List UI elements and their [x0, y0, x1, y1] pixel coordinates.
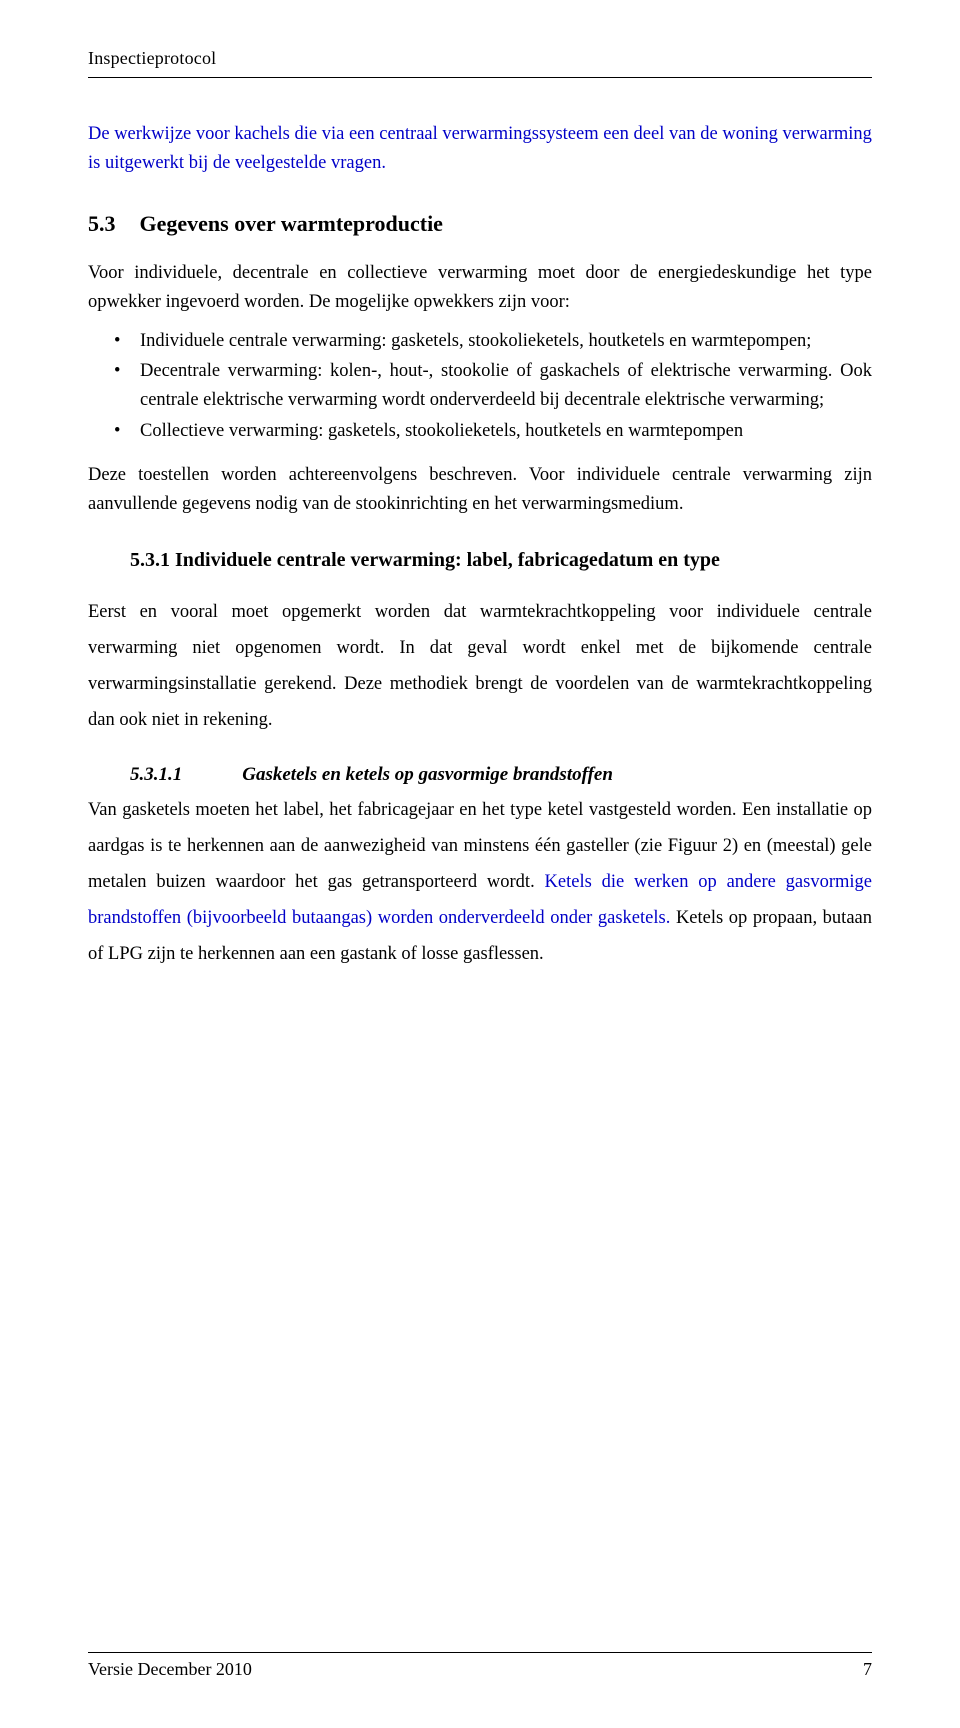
subsection-heading: 5.3.1 Individuele centrale verwarming: l… — [130, 549, 872, 572]
subsubsection-heading: 5.3.1.1 Gasketels en ketels op gasvormige… — [130, 764, 872, 786]
footer-page-number: 7 — [863, 1659, 872, 1680]
section-title: Gegevens over warmteproductie — [140, 211, 443, 236]
subsub-number: 5.3.1.1 — [130, 764, 182, 786]
page-footer: Versie December 2010 7 — [88, 1652, 872, 1680]
list-item: Individuele centrale verwarming: gaskete… — [88, 327, 872, 356]
list-item: Collectieve verwarming: gasketels, stook… — [88, 417, 872, 446]
list-item: Decentrale verwarming: kolen-, hout-, st… — [88, 357, 872, 414]
spacer — [88, 972, 872, 1652]
header-title: Inspectieprotocol — [88, 48, 216, 68]
section-after-list: Deze toestellen worden achtereenvolgens … — [88, 461, 872, 518]
section-heading: 5.3 Gegevens over warmteproductie — [88, 211, 872, 237]
section-lead: Voor individuele, decentrale en collecti… — [88, 259, 872, 316]
page-header: Inspectieprotocol — [88, 48, 872, 78]
page: Inspectieprotocol De werkwijze voor kach… — [0, 0, 960, 1728]
bullet-list: Individuele centrale verwarming: gaskete… — [88, 327, 872, 448]
subsection-para: Eerst en vooral moet opgemerkt worden da… — [88, 594, 872, 738]
footer-left: Versie December 2010 — [88, 1659, 252, 1680]
subsub-paragraph: Van gasketels moeten het label, het fabr… — [88, 792, 872, 972]
subsub-title: Gasketels en ketels op gasvormige brands… — [242, 764, 613, 785]
intro-paragraph: De werkwijze voor kachels die via een ce… — [88, 120, 872, 177]
section-number: 5.3 — [88, 211, 116, 237]
